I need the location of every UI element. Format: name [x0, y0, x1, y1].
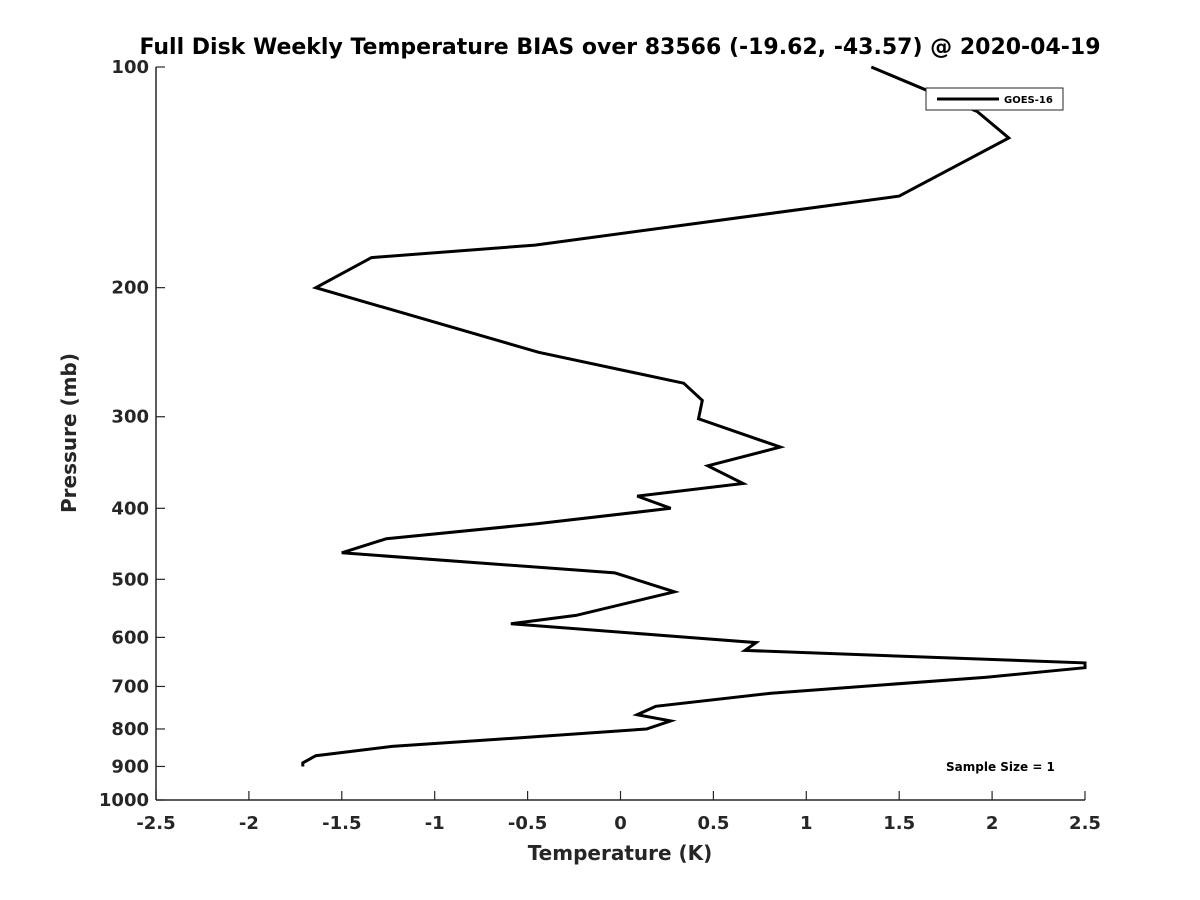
x-tick-label: 1.5: [883, 813, 915, 834]
x-tick-label: 2: [986, 813, 999, 834]
y-tick-label: 200: [111, 278, 149, 299]
series-line-goes-16: [301, 65, 1087, 767]
y-tick-label: 400: [111, 498, 149, 519]
y-tick-label: 500: [111, 569, 149, 590]
legend-entry-goes-16: GOES-16: [1004, 95, 1053, 106]
y-tick-label: 800: [111, 719, 149, 740]
sample-size-annotation: Sample Size = 1: [946, 760, 1055, 774]
y-tick-label: 700: [111, 676, 149, 697]
x-axis-ticks: -2.5 -2 -1.5 -1 -0.5 0 0.5 1 1.5 2 2.5: [136, 791, 1101, 834]
x-tick-label: 1: [800, 813, 813, 834]
x-tick-label: -1: [425, 813, 445, 834]
y-axis-ticks: 100 200 300 400 500 600 700 800 900 1000: [99, 57, 165, 811]
y-tick-label: 300: [111, 407, 149, 428]
x-tick-label: -1.5: [322, 813, 361, 834]
series-layer: [301, 65, 1087, 767]
y-axis-label: Pressure (mb): [57, 353, 81, 513]
x-tick-label: 2.5: [1069, 813, 1101, 834]
y-tick-label: 1000: [99, 790, 149, 811]
legend: GOES-16: [925, 87, 1064, 111]
plot-area: [156, 67, 1085, 800]
x-tick-label: 0.5: [697, 813, 729, 834]
y-tick-label: 600: [111, 627, 149, 648]
x-tick-label: -2: [239, 813, 259, 834]
x-tick-label: 0: [614, 813, 627, 834]
y-tick-label: 100: [111, 57, 149, 78]
y-tick-label: 900: [111, 756, 149, 777]
chart-title: Full Disk Weekly Temperature BIAS over 8…: [139, 35, 1100, 60]
x-tick-label: -0.5: [508, 813, 547, 834]
x-tick-label: -2.5: [136, 813, 175, 834]
x-axis-label: Temperature (K): [528, 841, 713, 865]
